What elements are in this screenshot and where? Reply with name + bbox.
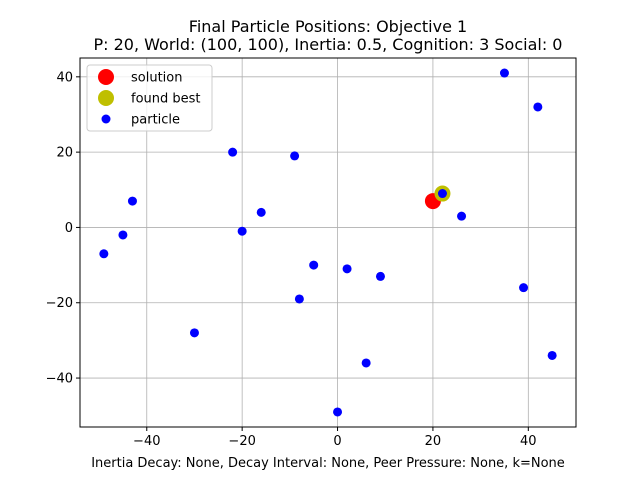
x-tick-label: 0 [333,434,341,449]
y-tick-label: 0 [65,221,73,236]
legend-marker-solution [98,69,114,85]
particle-point [228,147,238,157]
y-tick-label: 20 [56,146,73,161]
particle-point [519,283,529,293]
particle-point [533,102,543,112]
particle-point [437,189,447,199]
particle-point [118,230,128,240]
particle-point [547,350,557,360]
particle-point [189,328,199,338]
particle-point [499,68,509,78]
data-points [99,68,557,417]
chart-title-line-2: P: 20, World: (100, 100), Inertia: 0.5, … [94,35,563,54]
particle-point [333,407,343,417]
particle-point [290,151,300,161]
particle-point [99,249,109,259]
legend-label-particle: particle [131,113,180,128]
x-tick-label: 20 [425,434,442,449]
particle-point [309,260,319,270]
legend-label-found-best: found best [131,92,201,107]
particle-point [256,207,266,217]
particle-point [127,196,137,206]
particle-point [361,358,371,368]
legend-marker-particle [101,114,111,124]
axis-ticks: −40 −20 0 20 40 −40 −20 0 20 40 [46,70,537,449]
x-axis-label: Inertia Decay: None, Decay Interval: Non… [91,456,565,471]
particle-point [375,271,385,281]
particle-point [342,264,352,274]
legend: solution found best particle [86,64,213,132]
legend-marker-found-best [98,90,114,106]
particle-point [294,294,304,304]
x-tick-label: −40 [133,434,160,449]
x-tick-label: 40 [520,434,537,449]
particle-point [457,211,467,221]
legend-label-solution: solution [131,71,182,86]
y-tick-label: −40 [46,372,73,387]
grid [80,58,576,427]
y-tick-label: −20 [46,296,73,311]
y-tick-label: 40 [56,70,73,85]
particle-point [237,226,247,236]
chart-title-line-1: Final Particle Positions: Objective 1 [189,17,467,36]
x-tick-label: −20 [228,434,255,449]
plot-frame [79,57,577,428]
legend-box [86,64,213,132]
